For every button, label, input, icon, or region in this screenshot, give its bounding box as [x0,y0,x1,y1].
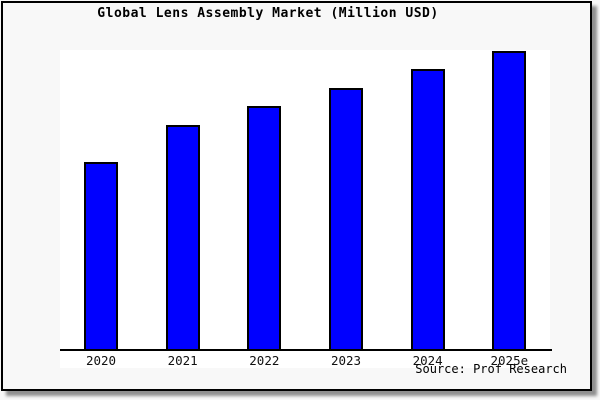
bar-2022 [247,106,282,351]
chart-title: Global Lens Assembly Market (Million USD… [97,6,439,21]
plot-area [60,50,550,368]
bar-2021 [165,125,200,351]
bar-2023 [328,88,363,351]
x-tick-label-2020: 2020 [85,353,117,368]
source-credit: Source: Prof Research [415,362,567,376]
x-tick-label-2021: 2021 [167,353,198,368]
x-tick-label-2025e: 2025e [490,353,529,368]
x-axis-line [60,349,552,351]
x-tick-label-2024: 2024 [412,353,443,368]
bar-2025e [492,51,527,351]
x-tick-label-2022: 2022 [249,353,280,368]
bar-2024 [410,69,445,351]
bar-2020 [83,162,118,351]
x-tick-label-2023: 2023 [330,353,362,368]
